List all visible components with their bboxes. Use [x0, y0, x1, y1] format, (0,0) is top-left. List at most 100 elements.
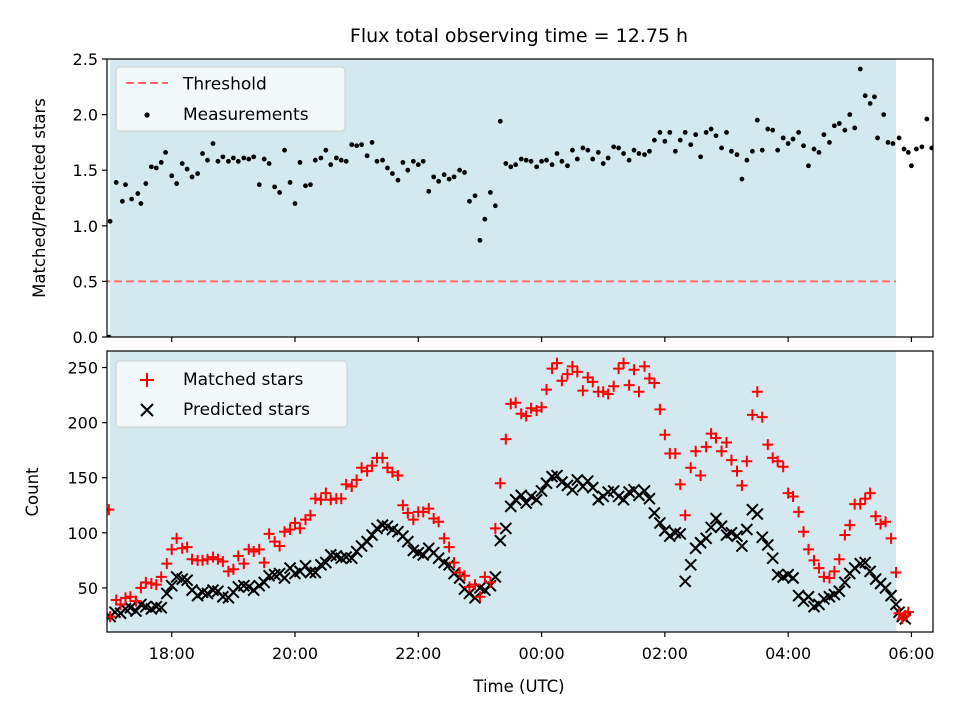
measurement-point	[713, 133, 719, 139]
predicted-star-point	[725, 526, 738, 540]
matched-star-point	[854, 498, 866, 510]
predicted-star-point	[535, 484, 548, 498]
measurement-point	[420, 158, 426, 164]
measurement-point	[913, 146, 919, 152]
bottom-y-tick-label: 250	[67, 359, 98, 378]
measurement-point	[472, 193, 478, 199]
matched-star-point	[356, 462, 368, 474]
matched-star-point	[546, 363, 558, 375]
matched-star-point	[494, 477, 506, 489]
predicted-star-point	[489, 570, 502, 584]
predicted-star-point	[730, 529, 744, 543]
measurement-point	[179, 161, 185, 166]
measurement-point	[688, 142, 694, 148]
top-legend-box	[115, 66, 346, 132]
predicted-star-point	[863, 565, 877, 578]
measurement-point	[513, 162, 519, 168]
predicted-star-point	[735, 539, 749, 553]
measurement-point	[462, 170, 467, 175]
measurement-point	[497, 118, 503, 124]
measurement-point	[590, 156, 596, 162]
matched-star-point	[756, 411, 768, 423]
measurement-point	[901, 146, 907, 152]
predicted-star-point	[519, 496, 533, 510]
matched-star-point	[710, 432, 722, 444]
measurement-point	[123, 182, 128, 188]
matched-star-point	[443, 541, 455, 553]
measurement-point	[881, 112, 887, 117]
matched-star-point	[510, 397, 522, 409]
predicted-star-point	[638, 484, 651, 498]
matched-star-point	[556, 375, 568, 387]
measurement-point	[415, 162, 421, 168]
matched-star-point	[520, 410, 532, 422]
measurement-point	[282, 147, 287, 153]
matched-star-point	[700, 441, 712, 453]
measurement-point	[349, 142, 355, 148]
predicted-star-point	[858, 556, 872, 569]
bottom-x-axis: 18:00 20:00 22:00 00:00 02:00 04:00 06:00	[149, 632, 934, 663]
measurement-point	[390, 171, 395, 176]
measurement-point	[369, 140, 375, 145]
predicted-star-point	[165, 579, 178, 592]
matched-star-point	[571, 366, 583, 378]
predicted-star-point	[566, 483, 579, 497]
matched-star-point	[176, 542, 188, 554]
predicted-star-point	[442, 558, 456, 571]
bottom-y-tick-label: 200	[67, 414, 98, 433]
measurement-point	[801, 143, 806, 149]
measurement-point	[482, 216, 488, 222]
measurement-point	[905, 150, 911, 155]
measurement-point	[297, 160, 303, 165]
measurement-point	[924, 116, 930, 122]
bottom-panel: 50 100 150 200 250 18:00 20:00 22:00 00:00 02:00…	[23, 350, 934, 696]
measurement-point	[885, 140, 891, 145]
measurement-point	[852, 125, 858, 131]
matched-star-point	[171, 532, 183, 544]
measurement-point	[698, 154, 704, 160]
predicted-star-point	[756, 531, 769, 544]
matched-star-point	[397, 499, 409, 511]
matched-star-point	[284, 524, 296, 536]
matched-star-point	[107, 611, 116, 623]
matched-star-point	[902, 606, 914, 618]
matched-star-point	[124, 591, 136, 603]
measurement-point	[251, 154, 257, 160]
matched-star-point	[880, 516, 892, 528]
measurement-point	[246, 156, 252, 162]
matched-star-point	[248, 546, 260, 558]
legend-predicted-label: Predicted stars	[183, 400, 310, 420]
measurement-point	[539, 158, 544, 164]
measurement-point	[554, 151, 560, 156]
matched-star-point	[243, 543, 255, 555]
matched-star-point	[695, 470, 707, 482]
measurement-point	[272, 184, 278, 190]
matched-star-point	[762, 439, 774, 451]
matched-star-point	[859, 493, 871, 505]
predicted-star-point	[160, 587, 173, 600]
matched-star-point	[597, 386, 609, 398]
bottom-legend: Matched stars Predicted stars	[115, 360, 348, 428]
matched-star-point	[417, 506, 429, 518]
measurement-point	[549, 162, 555, 168]
measurement-point	[477, 237, 483, 243]
predicted-star-point	[299, 559, 312, 573]
measurement-point	[303, 183, 308, 189]
measurement-point	[890, 141, 896, 146]
matched-star-point	[181, 541, 193, 553]
measurement-point	[518, 156, 524, 162]
predicted-star-point	[838, 576, 852, 589]
measurement-point	[261, 156, 267, 162]
matched-star-point	[377, 452, 389, 464]
matched-star-point	[145, 578, 157, 590]
measurement-point	[544, 157, 549, 163]
matched-star-point	[741, 455, 753, 467]
legend-matched-label: Matched stars	[183, 370, 303, 390]
matched-star-point	[238, 558, 250, 570]
measurement-point	[312, 157, 318, 163]
matched-star-point	[777, 461, 789, 473]
measurement-point	[831, 123, 837, 129]
matched-star-point	[258, 557, 270, 569]
predicted-star-point	[401, 535, 415, 548]
measurement-point	[929, 145, 933, 151]
